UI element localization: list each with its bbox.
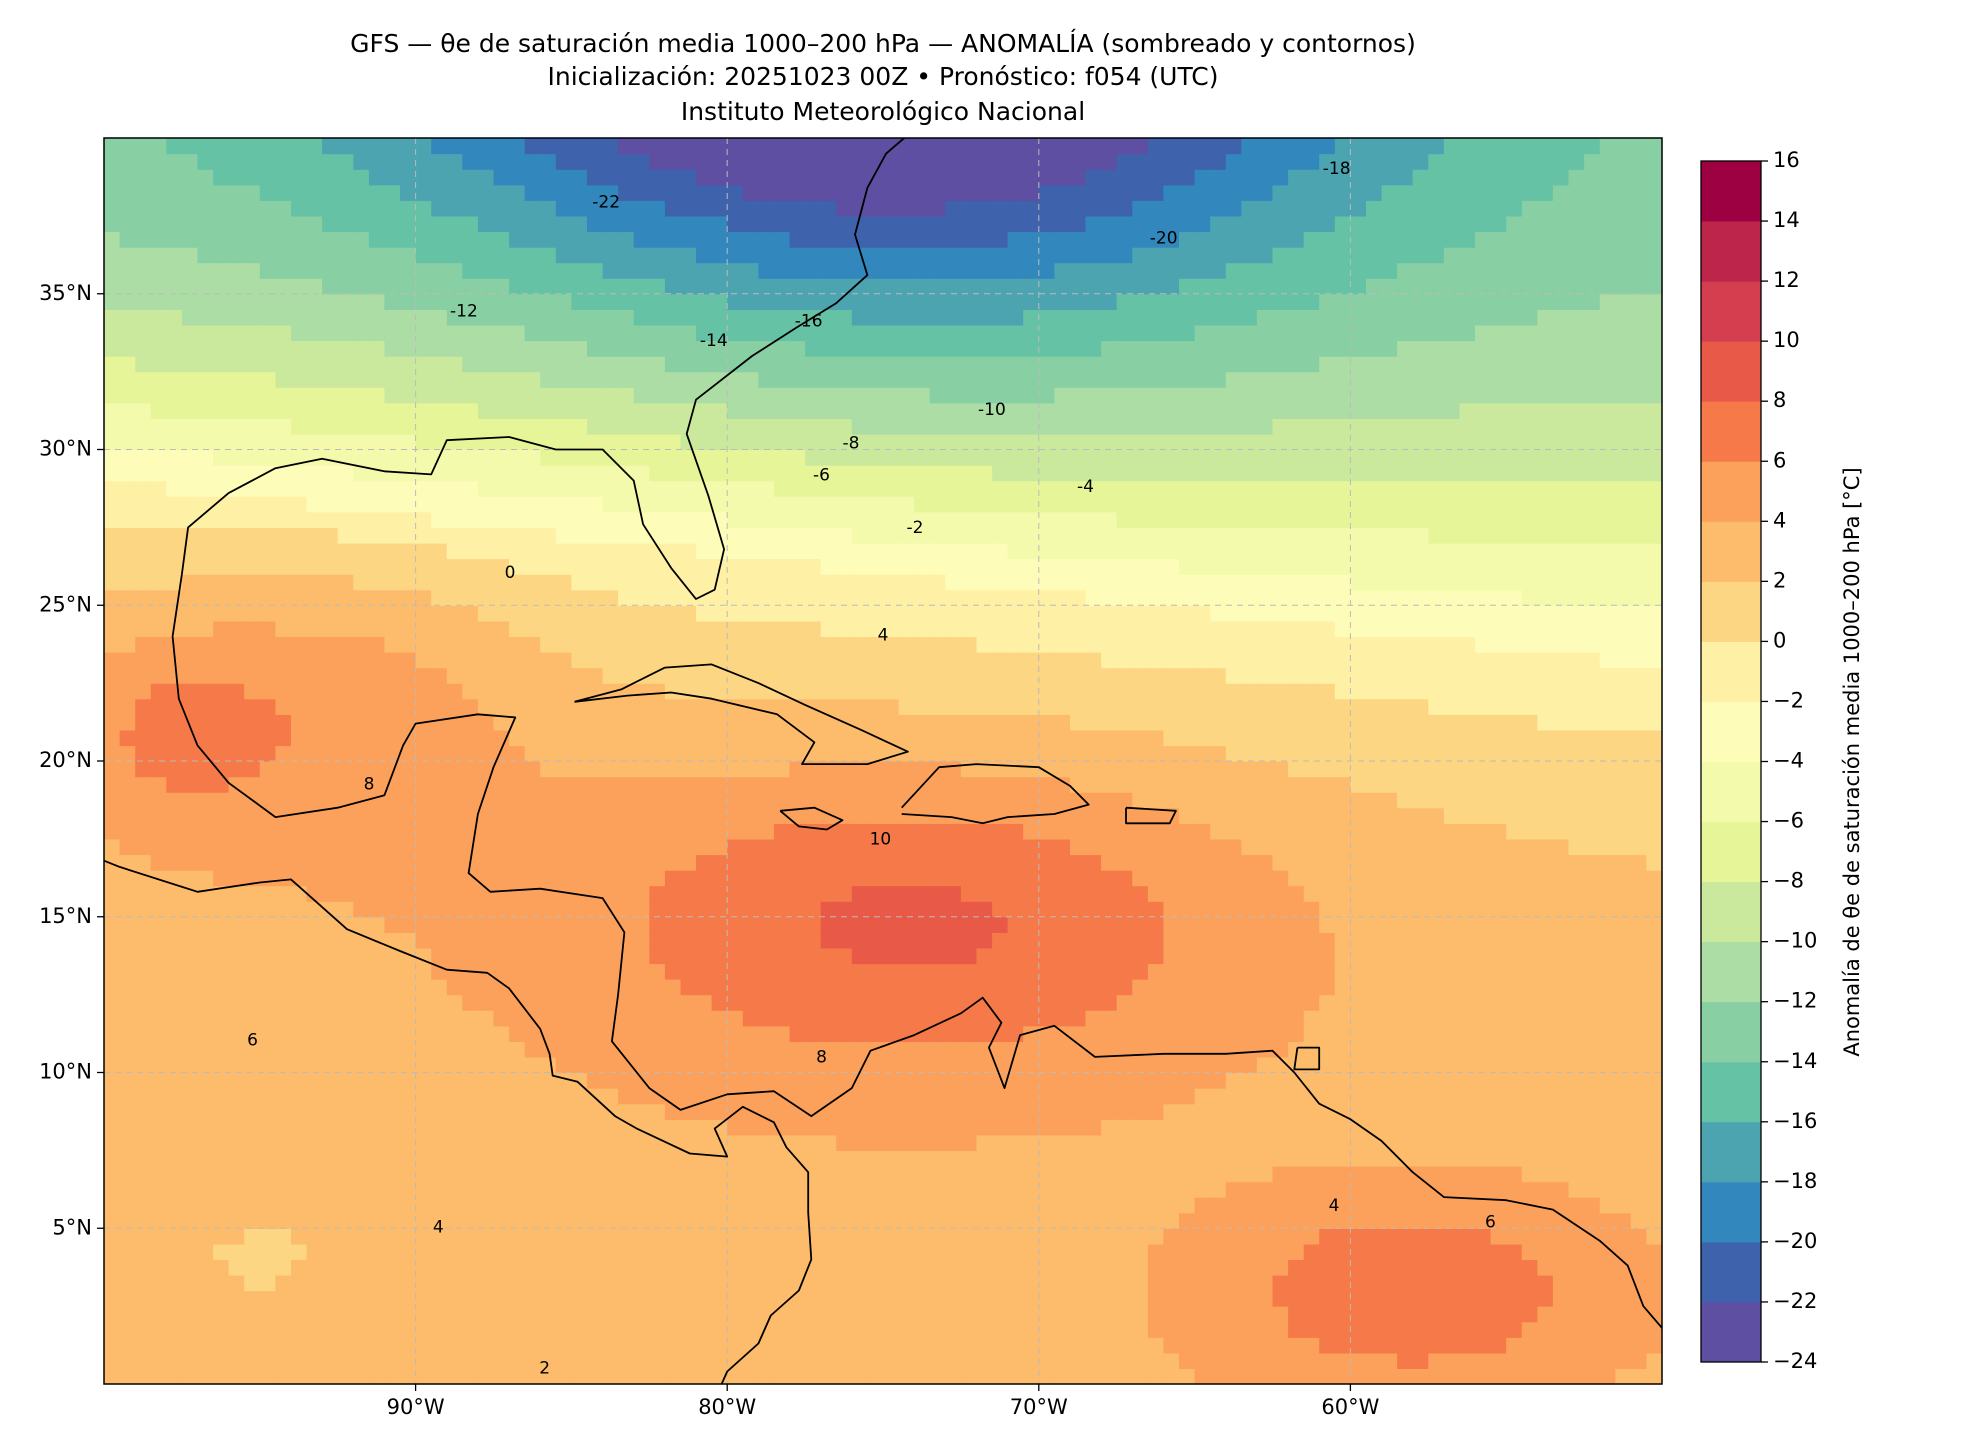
colorbar-segment: [1701, 161, 1761, 222]
y-tick-label: 5°N: [52, 1215, 92, 1239]
colorbar-tick-label: −24: [1773, 1349, 1817, 1373]
colorbar-tick-label: 4: [1773, 508, 1786, 532]
colorbar-tick-label: −8: [1773, 869, 1804, 893]
colorbar-tick-label: −18: [1773, 1169, 1817, 1193]
colorbar-segment: [1701, 1302, 1761, 1363]
colorbar-tick-label: 10: [1773, 328, 1800, 352]
contour-label: -10: [978, 400, 1006, 420]
contour-label: 10: [870, 829, 892, 849]
colorbar-tick-label: −2: [1773, 688, 1804, 712]
colorbar-segment: [1701, 401, 1761, 462]
colorbar: −24−22−20−18−16−14−12−10−8−6−4−202468101…: [1701, 148, 1864, 1373]
colorbar-segment: [1701, 1242, 1761, 1303]
colorbar-segment: [1701, 281, 1761, 342]
colorbar-tick-label: 0: [1773, 628, 1786, 652]
colorbar-tick-label: 12: [1773, 268, 1800, 292]
colorbar-segment: [1701, 641, 1761, 702]
colorbar-segment: [1701, 521, 1761, 582]
colorbar-tick-label: −10: [1773, 929, 1817, 953]
subtitle: Inicialización: 20251023 00Z • Pronóstic…: [548, 62, 1219, 91]
contour-label: 8: [364, 774, 375, 794]
contour-label: 4: [878, 626, 889, 646]
colorbar-segment: [1701, 822, 1761, 883]
contour-label: 4: [433, 1218, 444, 1238]
colorbar-tick-label: 6: [1773, 448, 1786, 472]
colorbar-tick-label: 8: [1773, 388, 1786, 412]
colorbar-segment: [1701, 701, 1761, 762]
y-tick-label: 20°N: [39, 748, 92, 772]
x-tick-label: 90°W: [387, 1395, 445, 1419]
colorbar-tick-label: −20: [1773, 1229, 1817, 1253]
colorbar-segment: [1701, 1062, 1761, 1123]
colorbar-tick-label: −22: [1773, 1289, 1817, 1313]
colorbar-tick-label: 14: [1773, 208, 1800, 232]
x-tick-label: 80°W: [698, 1395, 756, 1419]
contour-label: -16: [795, 312, 823, 332]
contour-label: 6: [1485, 1213, 1496, 1233]
contour-label: -4: [1077, 477, 1094, 497]
y-tick-label: 15°N: [39, 904, 92, 928]
colorbar-segment: [1701, 581, 1761, 642]
colorbar-label: Anomalía de θe de saturación media 1000–…: [1840, 467, 1864, 1056]
x-tick-label: 70°W: [1010, 1395, 1068, 1419]
colorbar-segment: [1701, 461, 1761, 522]
colorbar-segment: [1701, 762, 1761, 823]
colorbar-tick-label: −16: [1773, 1109, 1817, 1133]
y-tick-label: 25°N: [39, 592, 92, 616]
contour-label: 2: [539, 1359, 550, 1379]
colorbar-tick-label: −14: [1773, 1049, 1817, 1073]
colorbar-segment: [1701, 341, 1761, 402]
y-tick-label: 35°N: [39, 281, 92, 305]
colorbar-tick-label: 16: [1773, 148, 1800, 172]
contour-label: -8: [843, 433, 860, 453]
colorbar-segment: [1701, 942, 1761, 1003]
colorbar-tick-label: 2: [1773, 568, 1786, 592]
title: GFS — θe de saturación media 1000–200 hP…: [350, 29, 1416, 58]
contour-label: -14: [700, 331, 728, 351]
contour-label: -20: [1150, 228, 1178, 248]
y-tick-label: 10°N: [39, 1060, 92, 1084]
x-tick-label: 60°W: [1321, 1395, 1379, 1419]
contour-label: -6: [813, 466, 830, 486]
contour-label: 4: [1329, 1196, 1340, 1216]
colorbar-tick-label: −4: [1773, 749, 1804, 773]
contour-label: 8: [816, 1047, 827, 1067]
colorbar-segment: [1701, 1182, 1761, 1243]
institution: Instituto Meteorológico Nacional: [681, 97, 1085, 126]
colorbar-segment: [1701, 882, 1761, 943]
contour-label: -22: [592, 193, 620, 213]
contour-label: -2: [907, 518, 924, 538]
colorbar-segment: [1701, 221, 1761, 282]
colorbar-tick-label: −12: [1773, 989, 1817, 1013]
colorbar-segment: [1701, 1002, 1761, 1063]
contour-label: -12: [450, 301, 478, 321]
colorbar-segment: [1701, 1122, 1761, 1183]
colorbar-tick-label: −6: [1773, 809, 1804, 833]
contour-label: 0: [505, 563, 516, 583]
contour-label: 6: [247, 1031, 258, 1051]
contour-label: -18: [1323, 159, 1351, 179]
y-tick-label: 30°N: [39, 437, 92, 461]
